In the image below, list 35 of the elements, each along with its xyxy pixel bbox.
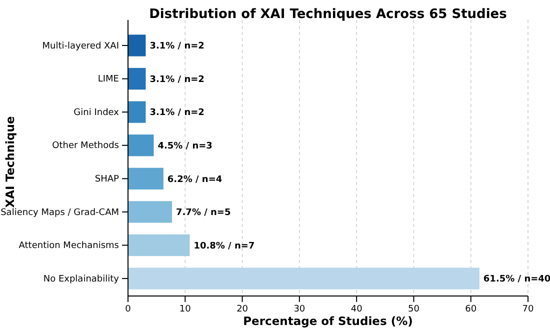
x-tick-label: 60 — [465, 304, 477, 314]
bar — [128, 134, 154, 156]
y-tick-label: Other Methods — [52, 141, 120, 152]
data-label: 6.2% / n=4 — [167, 174, 222, 185]
x-tick-label: 30 — [294, 304, 306, 314]
y-tick-label: LIME — [98, 74, 120, 85]
data-label: 10.8% / n=7 — [194, 241, 255, 252]
y-tick-label: Multi-layered XAI — [42, 41, 119, 52]
data-label: 61.5% / n=40 — [483, 274, 550, 285]
data-label: 4.5% / n=3 — [158, 142, 212, 152]
x-tick-label: 40 — [350, 304, 363, 314]
y-tick-label: No Explainability — [43, 274, 120, 284]
y-tick-label: SHAP — [94, 174, 120, 185]
y-tick-label: Attention Mechanisms — [18, 241, 120, 252]
y-tick-label: Gini Index — [74, 108, 120, 118]
x-tick-label: 10 — [179, 304, 192, 314]
x-tick-label: 70 — [522, 304, 534, 314]
bar — [128, 101, 146, 123]
bar — [128, 168, 164, 190]
bar — [128, 268, 480, 290]
bar — [128, 34, 146, 56]
bar — [128, 68, 146, 90]
data-label: 3.1% / n=2 — [150, 42, 204, 52]
bar — [128, 234, 190, 256]
y-axis-title: XAI Technique — [3, 116, 17, 208]
x-axis-title: Percentage of Studies (%) — [243, 314, 413, 328]
data-label: 3.1% / n=2 — [150, 108, 204, 118]
bar — [128, 201, 172, 223]
data-label: 3.1% / n=2 — [150, 74, 204, 85]
data-label: 7.7% / n=5 — [176, 208, 231, 218]
x-tick-label: 0 — [125, 304, 132, 314]
y-tick-label: Saliency Maps / Grad-CAM — [0, 208, 119, 218]
chart-title: Distribution of XAI Techniques Across 65 Studies — [149, 7, 508, 22]
x-tick-label: 50 — [408, 304, 420, 314]
x-tick-label: 20 — [236, 304, 248, 314]
